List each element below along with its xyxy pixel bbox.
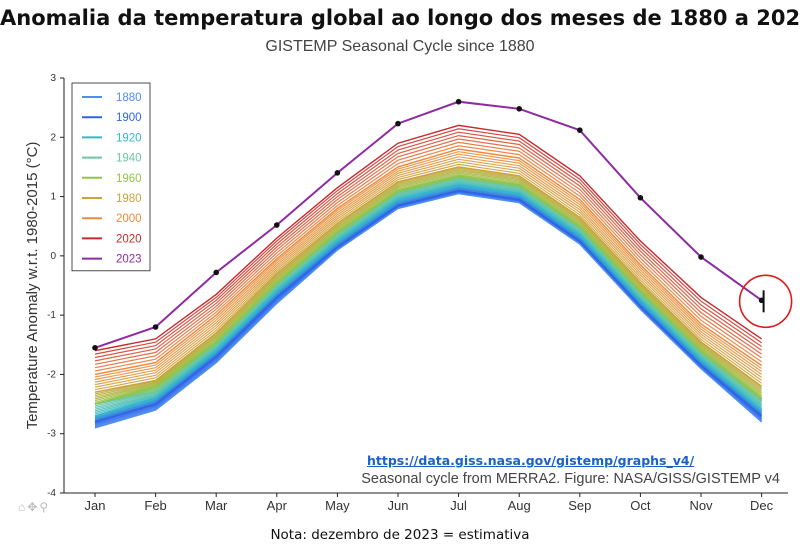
chart-subtitle: GISTEMP Seasonal Cycle since 1880: [265, 38, 535, 55]
series-line-2020: [94, 124, 762, 352]
year-curve: [94, 131, 762, 359]
x-tick-label: Jul: [450, 498, 467, 513]
year-curve: [94, 153, 762, 381]
year-curve: [94, 134, 762, 362]
data-point-2023: [637, 194, 644, 201]
chart-toolbar: ⌂ ✥ ⚲: [18, 500, 48, 514]
y-tick-label: -2: [47, 369, 56, 380]
year-curve: [94, 181, 762, 412]
data-point-2023: [334, 170, 341, 176]
y-tick-label: -4: [47, 488, 56, 499]
x-tick-label: Mar: [205, 498, 228, 513]
legend-label: 1920: [116, 132, 142, 144]
data-point-2023: [455, 98, 462, 105]
year-curve: [94, 172, 762, 402]
year-curve: [94, 173, 762, 403]
zoom-icon[interactable]: ⚲: [39, 500, 49, 514]
x-tick-label: Feb: [144, 498, 166, 513]
year-curve: [94, 161, 762, 388]
year-curve: [94, 163, 762, 391]
y-tick-label: 2: [50, 132, 56, 143]
data-point-2023: [274, 222, 280, 228]
year-curve: [94, 188, 762, 421]
year-curve: [94, 171, 762, 400]
legend-label: 2020: [116, 233, 142, 245]
x-tick-label: Sep: [568, 498, 591, 513]
y-tick-label: -1: [47, 310, 56, 321]
x-tick-label: Jan: [85, 498, 106, 513]
data-point-2023: [92, 344, 98, 351]
year-curve: [94, 185, 762, 419]
source-link[interactable]: https://data.giss.nasa.gov/gistemp/graph…: [367, 453, 695, 468]
data-point-2023: [516, 106, 522, 112]
data-point-2023: [213, 269, 219, 276]
data-point-2023: [577, 127, 583, 133]
footnote: Nota: dezembro de 2023 = estimativa: [270, 527, 530, 543]
series-line-1900: [94, 189, 763, 423]
y-axis-label: Temperature Anomaly w.r.t. 1980-2015 (°C…: [24, 142, 41, 430]
figure-credit: Seasonal cycle from MERRA2. Figure: NASA…: [361, 471, 780, 487]
y-tick-label: 1: [50, 192, 56, 203]
home-icon[interactable]: ⌂: [18, 500, 26, 514]
data-point-2023: [698, 254, 704, 260]
x-tick-label: Jun: [388, 498, 409, 513]
series-line-1880: [94, 192, 763, 429]
year-curve: [94, 158, 762, 386]
year-curve: [94, 179, 762, 409]
year-curve: [94, 186, 762, 420]
series-line-2023: [94, 100, 763, 349]
legend-label: 1880: [116, 92, 142, 104]
y-tick-label: -3: [47, 429, 56, 440]
year-curve: [94, 141, 762, 369]
legend-label: 2000: [116, 213, 142, 225]
x-tick-label: Nov: [689, 498, 713, 513]
year-curve: [94, 128, 762, 355]
series-line-1940: [94, 178, 763, 405]
estimate-highlight-circle: [738, 274, 793, 329]
year-curve: [94, 167, 762, 395]
x-tick-label: Dec: [750, 498, 774, 513]
year-curve: [94, 138, 762, 365]
series-line-1960: [94, 175, 763, 405]
legend-label: 1980: [116, 193, 142, 205]
x-tick-label: May: [325, 498, 350, 513]
year-curve: [94, 145, 762, 372]
x-tick-label: Oct: [630, 498, 651, 513]
x-tick-label: Aug: [508, 498, 531, 513]
year-curve: [94, 151, 762, 378]
year-curve: [94, 170, 762, 398]
legend-label: 1900: [116, 112, 142, 124]
year-curve: [94, 156, 762, 383]
series-line-1920: [94, 183, 763, 417]
series-line-2000: [94, 148, 762, 376]
legend-label: 2023: [116, 254, 142, 266]
data-point-2023: [152, 324, 159, 330]
legend-label: 1960: [116, 173, 142, 185]
y-tick-label: 3: [50, 73, 56, 84]
series-line-1980: [94, 166, 763, 393]
pan-icon[interactable]: ✥: [27, 500, 38, 514]
year-curve: [94, 168, 762, 397]
y-tick-label: 0: [50, 251, 56, 262]
x-tick-label: Apr: [267, 498, 288, 513]
legend-label: 1940: [116, 153, 142, 165]
chart-title: Anomalia da temperatura global ao longo …: [0, 6, 800, 30]
data-point-2023: [395, 120, 401, 127]
